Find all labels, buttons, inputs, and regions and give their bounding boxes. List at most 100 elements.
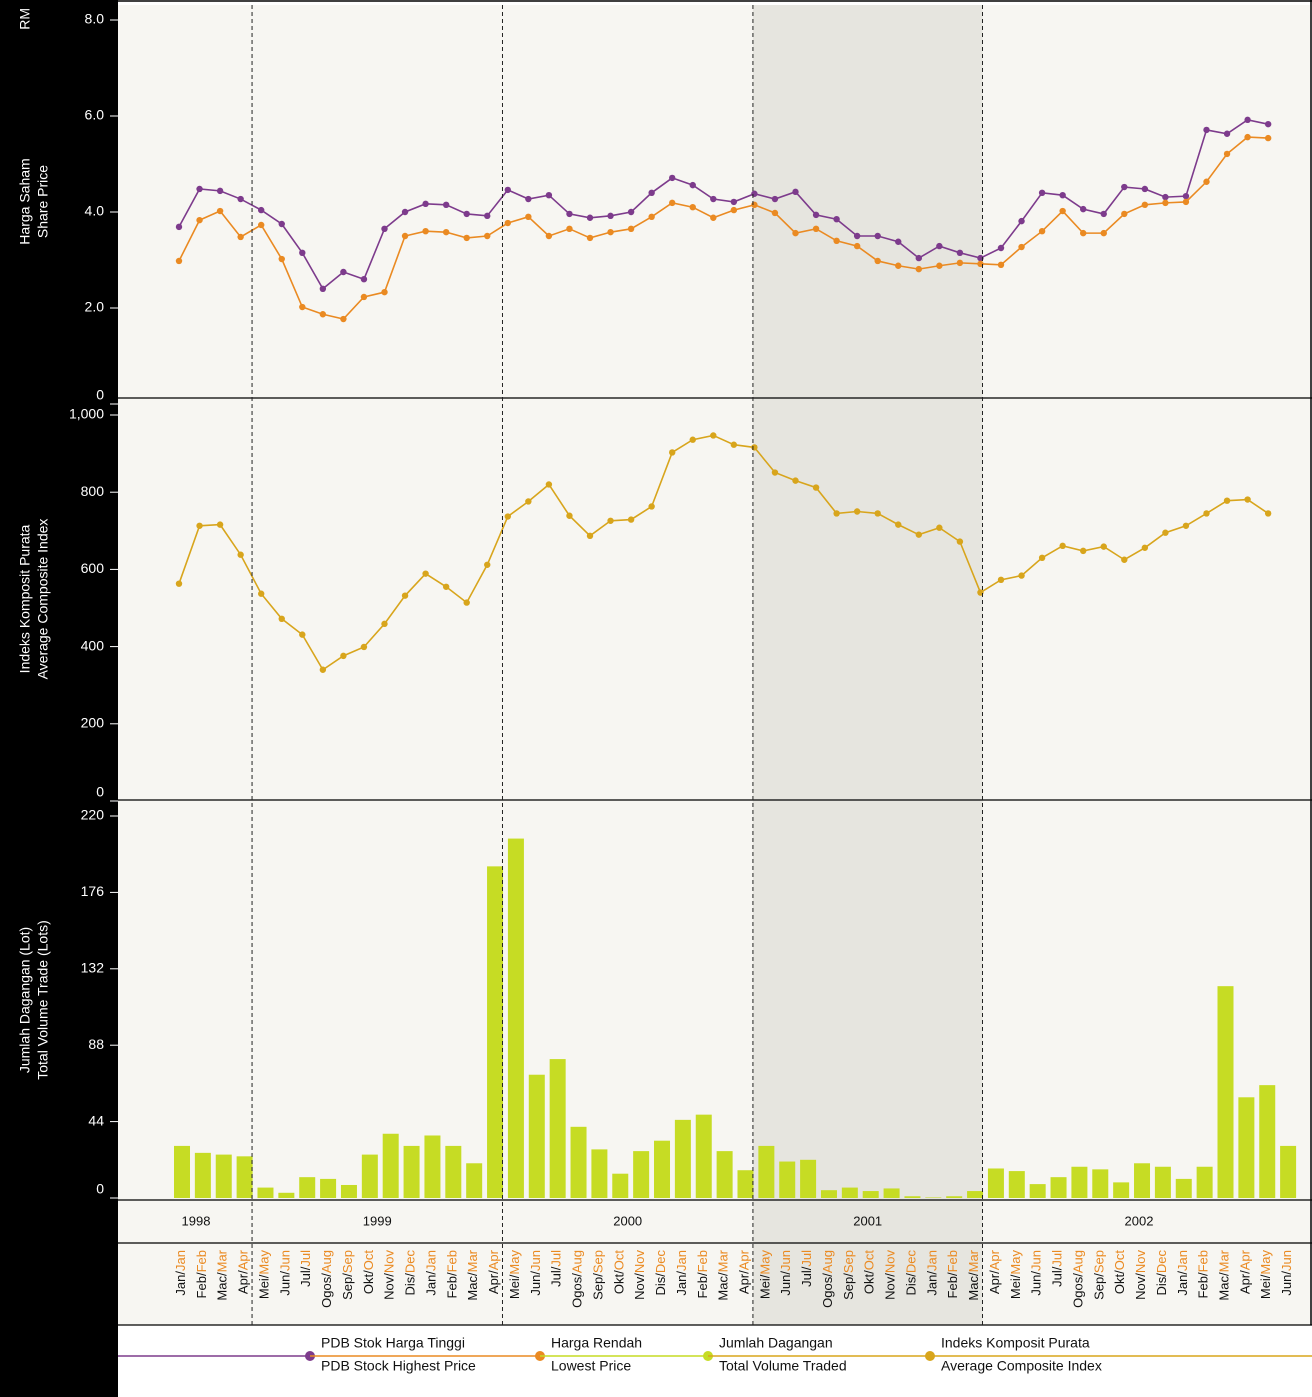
x-tick-label: Ogos/Aug — [320, 1250, 335, 1308]
x-tick-label: Jul/Jul — [800, 1250, 815, 1287]
x-tick-label: Jun/Jun — [528, 1250, 543, 1296]
y-tick-label: 88 — [88, 1036, 104, 1052]
y-axis-label: Indeks Komposit Purata — [17, 524, 33, 673]
month-en: Aug — [570, 1250, 585, 1273]
point — [853, 232, 861, 240]
month-ms: Jul — [800, 1270, 815, 1287]
month-en: Oct — [1113, 1250, 1128, 1271]
separator: / — [1259, 1274, 1274, 1278]
point — [669, 449, 676, 456]
point — [525, 213, 532, 220]
point — [669, 199, 676, 207]
point — [710, 214, 717, 221]
month-en: Sep — [340, 1250, 355, 1273]
y-tick-label: 44 — [88, 1112, 104, 1128]
month-ms: Feb — [946, 1276, 961, 1298]
x-tick-label: Mei/May — [257, 1250, 272, 1300]
month-en: May — [507, 1250, 522, 1275]
x-tick-label: Feb/Feb — [194, 1250, 209, 1298]
bar — [361, 1154, 378, 1198]
month-en: Feb — [445, 1250, 460, 1272]
bar — [1050, 1177, 1067, 1198]
x-tick-label: Jan/Jan — [424, 1250, 439, 1296]
separator: / — [820, 1273, 835, 1277]
line — [178, 118, 1269, 291]
separator: / — [1217, 1272, 1232, 1276]
bar — [257, 1187, 274, 1198]
point — [1080, 205, 1087, 213]
y-tick-label: 176 — [81, 883, 105, 899]
x-tick-label: Mei/May — [1008, 1250, 1023, 1300]
point — [1141, 201, 1149, 208]
separator: / — [340, 1273, 355, 1277]
plot-background — [118, 5, 1310, 1325]
point — [607, 228, 614, 236]
bar — [695, 1114, 712, 1198]
point — [196, 185, 203, 193]
month-en: Jul — [1050, 1250, 1065, 1267]
bar — [1217, 986, 1234, 1198]
separator: / — [1154, 1273, 1169, 1277]
month-en: Jun — [1280, 1250, 1295, 1271]
point — [1162, 529, 1169, 536]
separator: / — [1196, 1272, 1211, 1276]
x-tick-label: Okt/Oct — [1113, 1250, 1128, 1294]
bar — [507, 838, 524, 1198]
point — [1264, 510, 1272, 517]
month-ms: Okt — [1113, 1273, 1128, 1294]
bar — [1134, 1163, 1151, 1198]
x-tick-label: Okt/Oct — [361, 1250, 376, 1294]
month-en: Aug — [820, 1250, 835, 1273]
y-tick-label: 400 — [81, 637, 105, 653]
bar — [1175, 1178, 1192, 1198]
point — [1264, 120, 1272, 128]
month-ms: Jul — [549, 1270, 564, 1287]
bar — [445, 1145, 462, 1198]
point — [1059, 192, 1066, 199]
point — [915, 531, 922, 538]
separator: / — [674, 1271, 689, 1275]
x-tick-label: Jun/Jun — [1280, 1250, 1295, 1296]
bar — [591, 1149, 608, 1198]
point — [196, 522, 203, 529]
bar — [967, 1191, 984, 1198]
x-tick-label: Nov/Nov — [883, 1250, 898, 1300]
separator: / — [925, 1271, 940, 1275]
point — [237, 233, 244, 241]
month-ms: Mac — [716, 1276, 731, 1301]
bar — [1071, 1166, 1088, 1198]
year-label: 2000 — [613, 1213, 642, 1228]
legend-label: PDB Stok Harga Tinggi — [321, 1335, 465, 1351]
month-ms: Jan — [1175, 1275, 1190, 1296]
x-tick-label: Jun/Jun — [1029, 1250, 1044, 1296]
bar — [1280, 1145, 1297, 1198]
separator: / — [633, 1273, 648, 1277]
point — [956, 538, 964, 545]
point — [771, 469, 779, 476]
point — [237, 195, 244, 203]
point — [1080, 229, 1087, 237]
point — [771, 209, 779, 217]
separator: / — [549, 1266, 564, 1270]
bar — [633, 1151, 650, 1198]
point — [360, 293, 368, 301]
point — [997, 261, 1005, 268]
y-tick-label: 0 — [96, 784, 104, 800]
x-tick-label: Feb/Feb — [946, 1250, 961, 1298]
point — [1100, 210, 1107, 218]
point — [340, 652, 347, 660]
bar — [549, 1059, 566, 1198]
bar — [1113, 1182, 1130, 1198]
month-ms: Feb — [695, 1276, 710, 1298]
point — [997, 244, 1005, 252]
month-en: Jul — [800, 1250, 815, 1267]
legend-label-en: PDB Stock Highest Price — [321, 1358, 476, 1374]
point — [401, 592, 409, 599]
point — [566, 225, 573, 232]
month-ms: Apr — [737, 1273, 752, 1294]
point — [463, 234, 470, 242]
month-en: Jan — [925, 1250, 940, 1271]
point — [504, 219, 511, 227]
y-tick-label: 220 — [81, 807, 105, 823]
bar — [466, 1163, 483, 1198]
